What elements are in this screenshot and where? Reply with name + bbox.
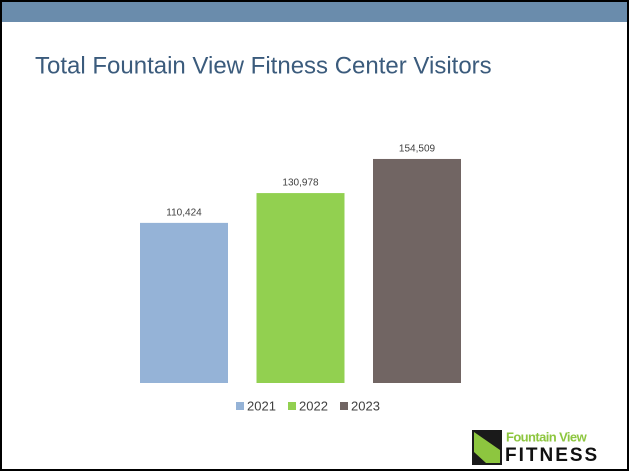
legend-swatch [288,402,296,410]
bar [140,222,228,383]
logo-line2: FITNESS [505,445,599,466]
legend-swatch [236,402,244,410]
bar [373,158,461,383]
legend-label: 2022 [299,398,328,413]
logo: Fountain View FITNESS [472,429,599,466]
legend-label: 2021 [247,398,276,413]
legend-label: 2023 [351,398,380,413]
data-label: 154,509 [399,144,436,155]
bar [256,193,345,383]
legend-swatch [340,402,348,410]
logo-line1: Fountain View [506,429,588,444]
top-bar [2,2,627,22]
chart-title: Total Fountain View Fitness Center Visit… [35,52,492,79]
data-label: 130,978 [282,178,319,189]
data-label: 110,424 [166,208,202,219]
logo-icon-accent [474,432,500,463]
